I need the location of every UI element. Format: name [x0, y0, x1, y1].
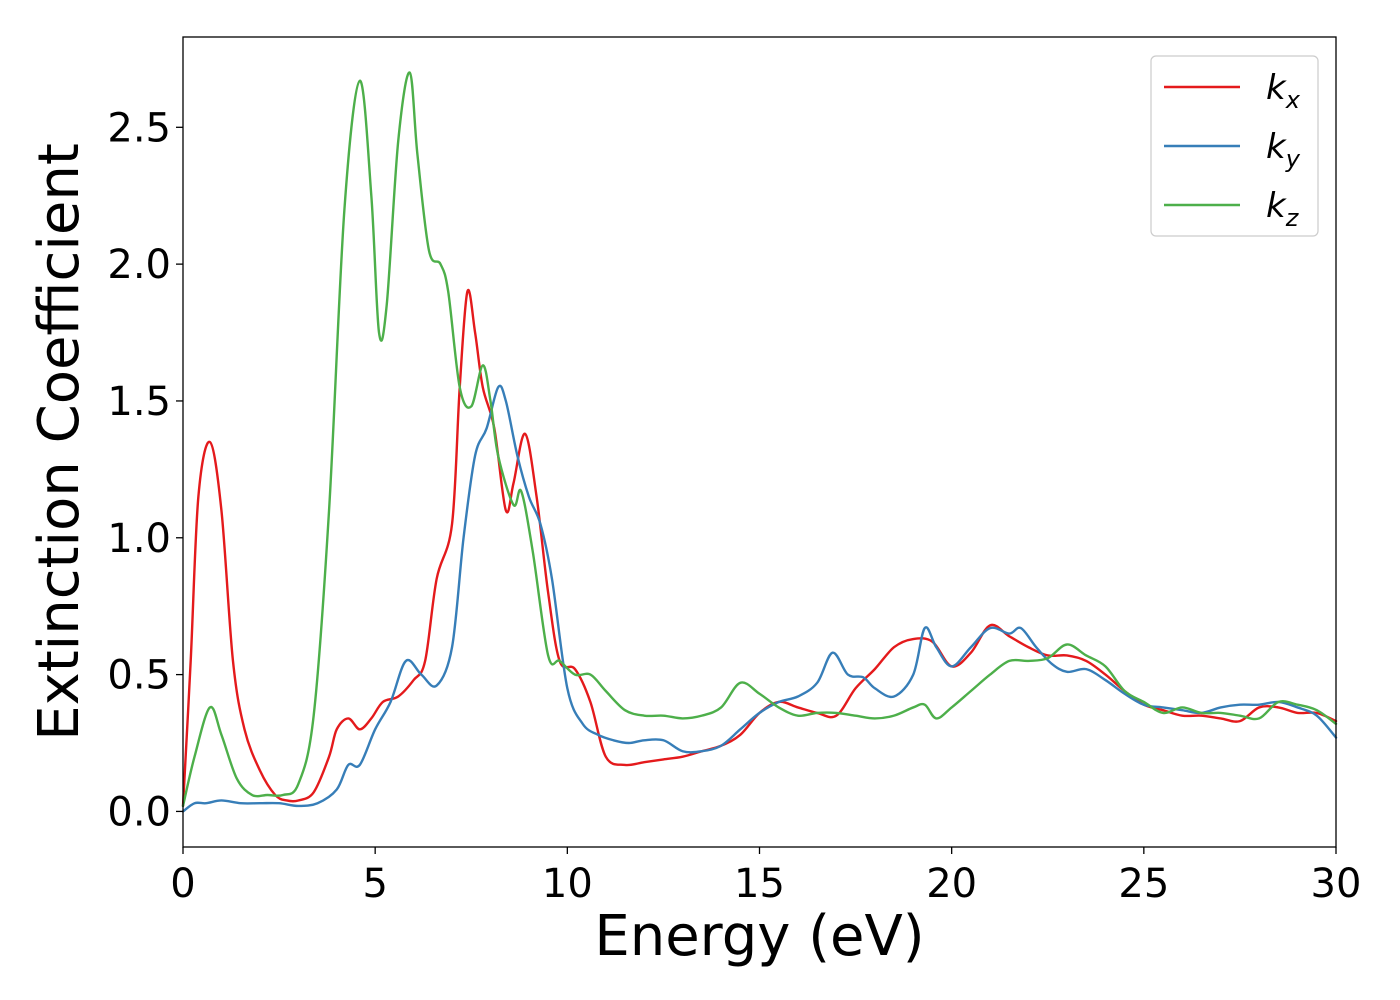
x-tick-label: 25	[1118, 861, 1169, 907]
legend-label-subscript: z	[1285, 204, 1300, 232]
x-tick-label: 30	[1311, 861, 1362, 907]
y-tick-label: 2.0	[107, 242, 171, 288]
x-tick-label: 15	[734, 861, 785, 907]
legend-label-subscript: x	[1285, 86, 1301, 114]
series-line-x	[181, 288, 1338, 808]
x-tick-label: 20	[926, 861, 977, 907]
y-tick-label: 1.5	[107, 379, 171, 425]
y-tick-label: 1.0	[107, 516, 171, 562]
series-line-z	[181, 71, 1338, 808]
x-axis-title: Energy (eV)	[594, 904, 924, 969]
x-tick-label: 10	[542, 861, 593, 907]
axis-ticks: 0 5 10 15 20 25 30 0.0 0.5 1.0 1.5 2.0 2.5	[107, 105, 1361, 907]
x-tick-label: 0	[170, 861, 195, 907]
y-tick-label: 0.5	[107, 653, 171, 699]
series-line-y	[181, 384, 1338, 813]
x-tick-label: 5	[362, 861, 387, 907]
y-tick-label: 0.0	[107, 789, 171, 835]
series-lines	[181, 71, 1338, 813]
y-axis-title: Extinction Coefficient	[27, 143, 92, 741]
legend-label-subscript: y	[1285, 145, 1301, 173]
y-tick-label: 2.5	[107, 105, 171, 151]
